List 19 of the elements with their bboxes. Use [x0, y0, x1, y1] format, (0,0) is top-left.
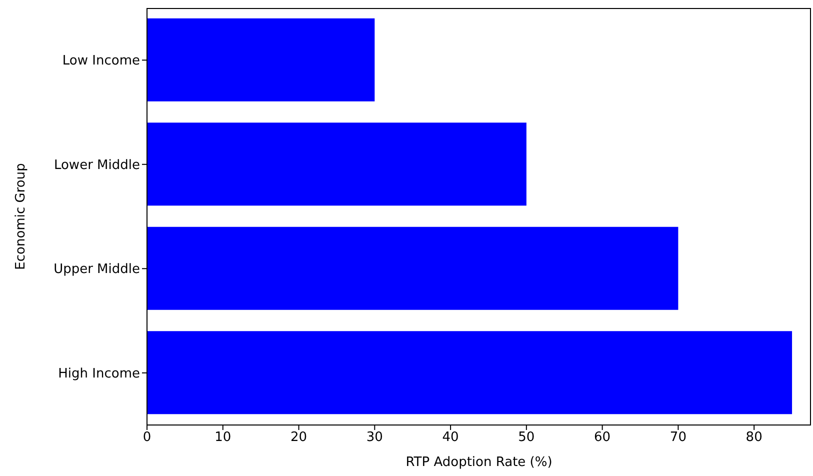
x-tick-label: 70 — [670, 430, 686, 446]
bar — [147, 122, 526, 206]
x-tick-label: 80 — [746, 430, 762, 446]
x-tick-label: 40 — [442, 430, 459, 446]
y-axis-title: Economic Group — [14, 163, 29, 270]
x-tick-label: 60 — [594, 430, 611, 446]
bar — [147, 18, 375, 102]
bar — [147, 226, 678, 310]
bar — [147, 331, 792, 414]
x-tick-label: 50 — [518, 430, 535, 446]
x-axis-title: RTP Adoption Rate (%) — [406, 455, 552, 470]
y-tick-label: Lower Middle — [54, 158, 140, 173]
x-tick-label: 0 — [142, 430, 152, 446]
x-tick-label: 30 — [366, 430, 383, 446]
y-tick-label: Upper Middle — [54, 262, 140, 278]
x-tick-label: 10 — [214, 430, 232, 446]
y-tick-label: Low Income — [62, 54, 140, 69]
x-tick-label: 20 — [290, 430, 308, 446]
y-tick-label: High Income — [58, 366, 140, 382]
